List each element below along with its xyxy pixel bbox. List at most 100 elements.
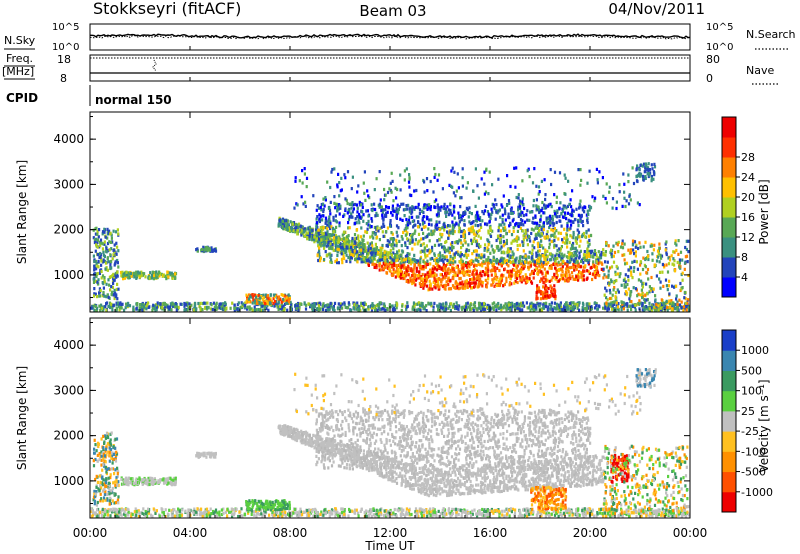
range-gate-cell [219, 302, 222, 306]
range-gate-cell [495, 238, 498, 243]
range-gate-cell [376, 213, 379, 217]
range-gate-cell [369, 256, 372, 260]
range-gate-cell [105, 302, 108, 306]
range-gate-cell [455, 285, 459, 289]
range-gate-cell [247, 297, 251, 301]
range-gate-cell [253, 301, 257, 305]
range-gate-cell [524, 235, 527, 240]
range-gate-cell [349, 260, 352, 264]
range-gate-cell [362, 234, 365, 238]
range-gate-cell [480, 177, 483, 181]
range-gate-cell [464, 211, 467, 215]
range-gate-cell [214, 303, 218, 307]
range-gate-cell [527, 267, 530, 271]
range-gate-cell [555, 275, 558, 280]
range-gate-cell [469, 221, 472, 226]
range-gate-cell [535, 198, 538, 202]
range-gate-cell [320, 235, 323, 240]
range-gate-cell [384, 309, 387, 313]
range-gate-cell [302, 202, 305, 206]
range-gate-cell [524, 229, 527, 233]
range-gate-cell [239, 306, 242, 310]
range-gate-cell [452, 304, 455, 308]
range-gate-cell [204, 301, 207, 305]
range-gate-cell [337, 172, 340, 176]
range-gate-cell [445, 249, 448, 253]
range-gate-cell [403, 169, 406, 173]
range-gate-cell [294, 304, 297, 308]
range-gate-cell [593, 199, 596, 203]
range-gate-cell [587, 228, 590, 232]
range-gate-cell [660, 303, 664, 307]
range-gate-cell [538, 208, 541, 212]
range-gate-cell [481, 261, 484, 265]
range-gate-cell [524, 232, 527, 236]
range-gate-cell [503, 222, 506, 226]
range-gate-cell [295, 307, 298, 311]
range-gate-cell [110, 305, 113, 309]
range-gate-cell [521, 275, 524, 279]
range-gate-cell [451, 220, 454, 224]
range-gate-cell [438, 238, 441, 242]
range-gate-cell [579, 199, 582, 203]
range-gate-cell [427, 301, 430, 305]
range-gate-cell [570, 223, 573, 227]
range-gate-cell [105, 308, 108, 312]
range-gate-cell [406, 246, 409, 250]
range-gate-cell [343, 257, 346, 261]
range-gate-cell [474, 240, 477, 244]
range-gate-cell [236, 307, 239, 311]
range-gate-cell [338, 224, 341, 228]
range-gate-cell [338, 221, 341, 225]
range-gate-cell [305, 231, 308, 235]
range-gate-cell [381, 257, 384, 262]
range-gate-cell [497, 248, 500, 252]
range-gate-cell [362, 181, 365, 185]
range-gate-cell [638, 203, 641, 207]
range-gate-cell [466, 181, 469, 185]
range-gate-cell [407, 218, 411, 222]
range-gate-cell [434, 266, 437, 270]
range-gate-cell [115, 307, 118, 311]
range-gate-cell [94, 232, 97, 236]
range-gate-cell [510, 274, 513, 278]
range-gate-cell [421, 272, 424, 277]
range-gate-cell [234, 306, 237, 310]
range-gate-cell [444, 210, 447, 214]
range-gate-cell [439, 254, 442, 258]
range-gate-cell [421, 302, 424, 306]
range-gate-cell [556, 248, 559, 252]
range-gate-cell [572, 263, 575, 267]
range-gate-cell [467, 243, 470, 247]
range-gate-cell [395, 196, 398, 200]
range-gate-cell [324, 216, 328, 220]
range-gate-cell [483, 170, 486, 174]
range-gate-cell [340, 306, 344, 310]
range-gate-cell [447, 267, 450, 271]
range-gate-cell [244, 305, 247, 309]
range-gate-cell [489, 269, 492, 273]
range-gate-cell [517, 259, 520, 264]
range-gate-cell [550, 239, 553, 244]
range-gate-cell [680, 306, 683, 310]
range-gate-cell [611, 206, 614, 210]
range-gate-cell [490, 283, 493, 287]
range-gate-cell [352, 301, 355, 305]
range-gate-cell [501, 260, 504, 265]
range-gate-cell [524, 277, 527, 281]
range-gate-cell [454, 286, 457, 290]
range-gate-cell [579, 214, 582, 218]
range-gate-cell [341, 243, 344, 247]
range-gate-cell [405, 207, 408, 211]
range-gate-cell [576, 228, 579, 232]
range-gate-cell [520, 280, 523, 284]
range-gate-cell [396, 254, 399, 258]
range-gate-cell [404, 257, 407, 261]
range-gate-cell [538, 223, 541, 227]
range-gate-cell [468, 220, 471, 224]
range-gate-cell [550, 182, 553, 187]
range-gate-cell [113, 254, 116, 258]
range-gate-cell [442, 260, 445, 264]
range-gate-cell [474, 284, 477, 288]
range-gate-cell [328, 215, 331, 219]
